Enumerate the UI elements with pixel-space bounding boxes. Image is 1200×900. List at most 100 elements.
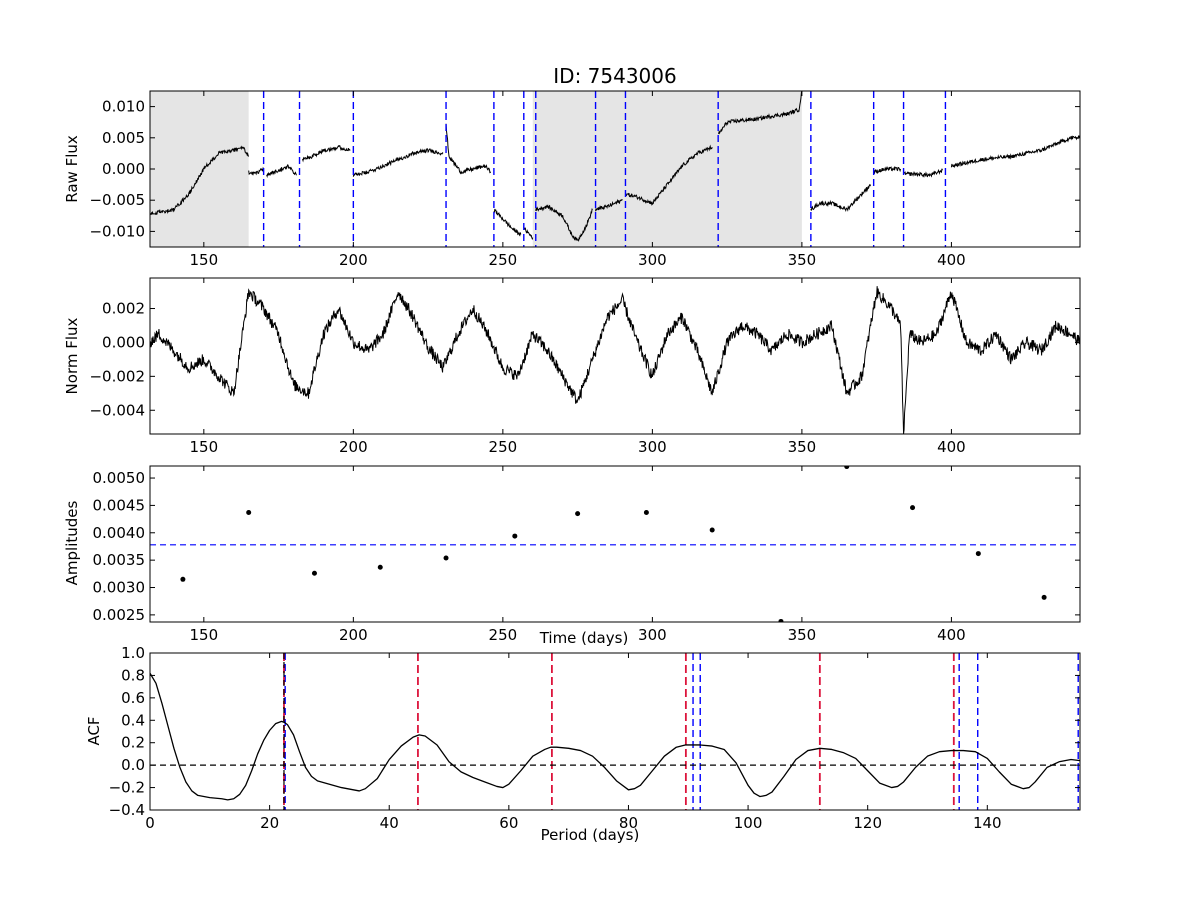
raw-flux-segment-8	[535, 204, 593, 242]
raw-plot-area	[150, 91, 1080, 247]
y-tick-label: −0.2	[109, 779, 145, 797]
raw-flux-segment-15	[950, 134, 1080, 169]
amplitude-point-10	[844, 466, 850, 470]
y-tick-label: 0.0045	[93, 496, 146, 514]
x-tick-label: 150	[190, 438, 219, 456]
amplitude-point-0	[180, 576, 186, 582]
amplitude-point-7	[643, 510, 649, 516]
x-tick-label: 150	[190, 626, 219, 644]
x-tick-label: 350	[788, 251, 817, 269]
amplitude-point-11	[910, 505, 916, 511]
y-tick-label: 0.0040	[93, 524, 146, 542]
acf-panel: ACF Period (days) 0 20 40 60 80 100 120 140 −0.4…	[85, 644, 1081, 844]
norm-flux-line	[150, 286, 1080, 434]
x-tick-label: 400	[937, 438, 966, 456]
raw-flux-panel: Raw Flux 150 200 250 300 350 400 −0.010 −0.005 0…	[63, 90, 1081, 269]
y-tick-label: 0.0035	[93, 551, 146, 569]
figure-title: ID: 7543006	[553, 64, 676, 88]
raw-flux-segment-2	[266, 164, 297, 179]
raw-flux-segment-1	[248, 166, 265, 176]
raw-flux-segment-11	[717, 91, 803, 135]
raw-flux-segment-12	[810, 183, 872, 213]
x-tick-label: 0	[145, 814, 155, 832]
x-tick-label: 140	[973, 814, 1002, 832]
raw-flux-segment-10	[625, 144, 713, 206]
y-tick-label: 0.8	[121, 666, 145, 684]
y-tick-label: −0.002	[89, 367, 145, 385]
x-tick-label: 250	[489, 251, 518, 269]
y-tick-label: −0.010	[89, 222, 145, 240]
period-xlabel: Period (days)	[541, 826, 640, 844]
y-tick-label: 0.002	[102, 300, 145, 318]
x-tick-label: 200	[339, 626, 368, 644]
x-tick-label: 300	[638, 251, 667, 269]
y-tick-label: 0.2	[121, 734, 145, 752]
time-xlabel: Time (days)	[539, 629, 629, 647]
x-tick-label: 100	[734, 814, 763, 832]
x-tick-label: 250	[489, 438, 518, 456]
amplitude-point-8	[709, 527, 715, 533]
x-tick-label: 200	[339, 251, 368, 269]
raw-flux-ylabel: Raw Flux	[63, 135, 81, 203]
amplitude-point-1	[246, 510, 252, 516]
amplitude-point-3	[377, 564, 383, 570]
amplitudes-axes-frame	[149, 465, 1081, 623]
x-tick-label: 20	[260, 814, 279, 832]
raw-flux-segment-9	[595, 198, 623, 212]
x-tick-label: 300	[638, 626, 667, 644]
x-tick-label: 400	[937, 251, 966, 269]
shaded-span-0	[150, 91, 249, 247]
y-tick-label: −0.005	[89, 191, 145, 209]
y-tick-label: 0.0025	[93, 606, 146, 624]
x-tick-label: 120	[853, 814, 882, 832]
norm-axes-frame	[149, 277, 1081, 435]
shaded-span-1	[532, 91, 802, 247]
raw-flux-segment-0	[150, 145, 250, 216]
amplitudes-ylabel: Amplitudes	[63, 500, 81, 585]
raw-flux-segment-5	[445, 123, 492, 175]
amplitude-point-9	[778, 618, 784, 622]
y-tick-label: 0.0	[121, 756, 145, 774]
y-tick-label: 0.0050	[93, 469, 146, 487]
y-tick-label: 0.005	[102, 129, 145, 147]
y-tick-label: 1.0	[121, 644, 145, 662]
x-tick-label: 80	[619, 814, 638, 832]
x-tick-label: 350	[788, 438, 817, 456]
x-tick-label: 350	[788, 626, 817, 644]
y-tick-label: 0.0030	[93, 579, 146, 597]
raw-flux-segment-13	[873, 165, 902, 175]
raw-flux-segment-7	[523, 226, 534, 241]
y-tick-label: 0.010	[102, 98, 145, 116]
y-tick-label: 0.4	[121, 711, 145, 729]
y-tick-label: 0.000	[102, 160, 145, 178]
y-tick-label: −0.004	[89, 401, 145, 419]
x-tick-label: 150	[190, 251, 219, 269]
x-tick-label: 400	[937, 626, 966, 644]
acf-ylabel: ACF	[85, 716, 103, 745]
x-tick-label: 250	[489, 626, 518, 644]
raw-flux-segment-3	[302, 145, 351, 163]
amplitude-point-12	[975, 551, 981, 557]
acf-line	[150, 672, 1080, 801]
amplitude-point-6	[575, 511, 581, 517]
amplitudes-panel: Amplitudes Time (days) 150 200 250 300 350 40…	[63, 465, 1081, 647]
x-tick-label: 40	[380, 814, 399, 832]
y-tick-label: 0.000	[102, 333, 145, 351]
amplitude-point-2	[311, 570, 317, 576]
acf-axes-frame	[149, 652, 1081, 811]
amplitude-point-5	[512, 533, 518, 539]
y-tick-label: 0.6	[121, 689, 145, 707]
x-tick-label: 60	[499, 814, 518, 832]
norm-flux-panel: Norm Flux 150 200 250 300 350 400 −0.004 −0.002…	[63, 277, 1081, 456]
acf-plot-area	[150, 653, 1080, 810]
raw-flux-segment-6	[493, 208, 522, 237]
raw-flux-segment-4	[352, 147, 444, 177]
amplitude-point-13	[1041, 594, 1047, 600]
norm-plot-area	[150, 286, 1080, 434]
amplitude-point-4	[443, 555, 449, 561]
amplitudes-plot-area	[150, 466, 1080, 622]
raw-flux-segment-14	[903, 168, 943, 178]
x-tick-label: 200	[339, 438, 368, 456]
y-tick-label: −0.4	[109, 801, 145, 819]
